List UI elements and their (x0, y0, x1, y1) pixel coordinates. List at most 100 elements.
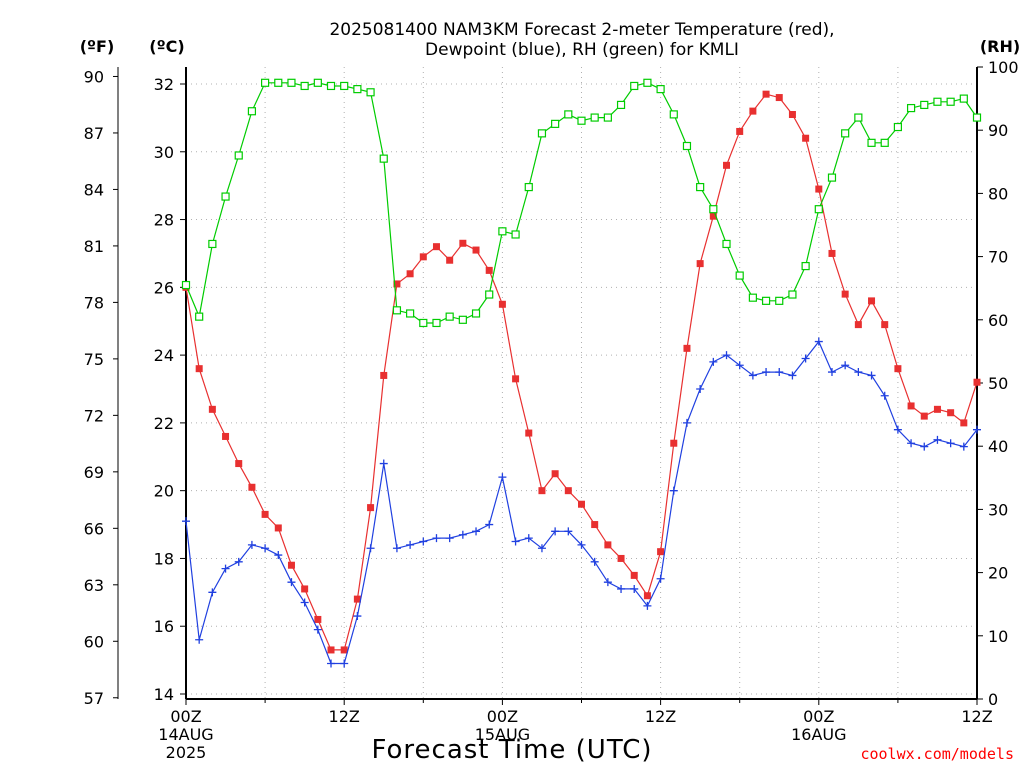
rh-tick-label: 100 (988, 58, 1019, 77)
temperature-point (841, 290, 849, 298)
rh-point (300, 81, 309, 91)
temperature-point (907, 402, 915, 410)
fahrenheit-tick-label: 81 (84, 237, 104, 256)
rh-point (406, 309, 415, 318)
rh-point (748, 293, 757, 302)
rh-point (181, 280, 191, 290)
rh-point (603, 113, 612, 122)
rh-point (656, 85, 665, 94)
fahrenheit-tick-label: 78 (84, 293, 104, 312)
temperature-point (802, 134, 810, 142)
rh-series (181, 78, 982, 328)
rh-point (696, 182, 705, 192)
dewpoint-point (182, 517, 190, 526)
celsius-tick-label: 28 (154, 211, 174, 230)
temperature-point (881, 321, 889, 329)
rh-point (287, 78, 296, 87)
rh-point (458, 315, 467, 324)
temperature-point (538, 487, 546, 495)
dewpoint-point (814, 337, 823, 346)
temperature-point (933, 405, 941, 413)
fahrenheit-tick-label: 63 (84, 576, 104, 595)
temperature-point (604, 541, 612, 549)
rh-tick-label: 20 (988, 564, 1008, 583)
rh-point (498, 227, 507, 236)
rh-point (432, 318, 441, 328)
credit-text: coolwx.com/models (860, 745, 1014, 763)
temperature-point (828, 249, 836, 257)
temperature-point (960, 419, 968, 427)
rh-point (906, 103, 916, 113)
celsius-tick-label: 14 (154, 685, 174, 704)
dewpoint-point (827, 368, 836, 377)
dewpoint-point (630, 584, 639, 593)
temperature-point (432, 243, 440, 251)
dewpoint-point (551, 527, 560, 536)
rh-point (933, 97, 942, 106)
temperature-point (222, 432, 230, 440)
dewpoint-point (775, 368, 784, 377)
rh-point (616, 100, 626, 110)
rh-tick-label: 60 (988, 311, 1008, 330)
rh-point (814, 205, 823, 214)
rh-unit-label: (RH) (980, 37, 1020, 56)
dewpoint-point (643, 601, 652, 610)
celsius-tick-label: 22 (154, 414, 174, 433)
dewpoint-point (880, 391, 889, 400)
dewpoint-point (247, 540, 256, 549)
dewpoint-point (445, 534, 454, 543)
rh-tick-label: 40 (988, 437, 1008, 456)
dewpoint-point (458, 530, 467, 539)
rh-point (234, 151, 243, 160)
temperature-point (947, 409, 955, 417)
rh-point (485, 290, 494, 299)
celsius-tick-label: 18 (154, 549, 174, 568)
rh-point (221, 192, 230, 201)
fahrenheit-unit-label: (ºF) (80, 37, 115, 56)
dewpoint-point (366, 544, 375, 553)
dewpoint-point (867, 371, 876, 380)
dewpoint-point (696, 385, 705, 393)
temperature-point (327, 646, 335, 654)
dewpoint-point (300, 598, 309, 607)
rh-point (643, 78, 652, 87)
rh-point (419, 318, 428, 328)
rh-point (920, 100, 929, 110)
rh-point (854, 113, 863, 122)
temperature-point (301, 585, 309, 593)
tick-labels: 90 87 84 81 78 75 72 69 66 63 60 57 32 30 28 26 24 22 20 18… (84, 58, 1019, 762)
rh-point (722, 239, 731, 249)
temperature-point (248, 483, 256, 491)
temperature-point (459, 239, 467, 247)
temperature-point (868, 297, 876, 305)
rh-tick-label: 90 (988, 121, 1008, 140)
temperature-point (670, 439, 678, 447)
dewpoint-series (182, 337, 981, 668)
temperature-point (551, 470, 559, 478)
rh-point (577, 116, 586, 125)
dewpoint-point (946, 439, 955, 448)
temperature-point (630, 571, 638, 579)
fahrenheit-tick-label: 69 (84, 463, 104, 482)
dewpoint-point (907, 439, 916, 448)
dewpoint-point (208, 588, 217, 597)
temperature-point (406, 270, 414, 278)
dewpoint-point (392, 544, 401, 553)
temperature-point (564, 487, 572, 495)
fahrenheit-tick-label: 75 (84, 350, 104, 369)
x-tick-label: 00Z (803, 707, 834, 726)
dewpoint-point (564, 527, 573, 536)
dewpoint-point (973, 425, 981, 434)
dewpoint-point (669, 486, 678, 495)
celsius-tick-label: 20 (154, 482, 174, 501)
dewpoint-point (313, 625, 322, 634)
dewpoint-point (656, 574, 665, 583)
rh-point (195, 312, 204, 321)
dewpoint-point (603, 578, 612, 587)
rh-point (340, 81, 349, 91)
rh-point (313, 78, 322, 87)
rh-point (841, 129, 850, 138)
temperature-point (788, 111, 796, 118)
rh-point (511, 230, 520, 239)
celsius-tick-label: 26 (154, 278, 174, 297)
